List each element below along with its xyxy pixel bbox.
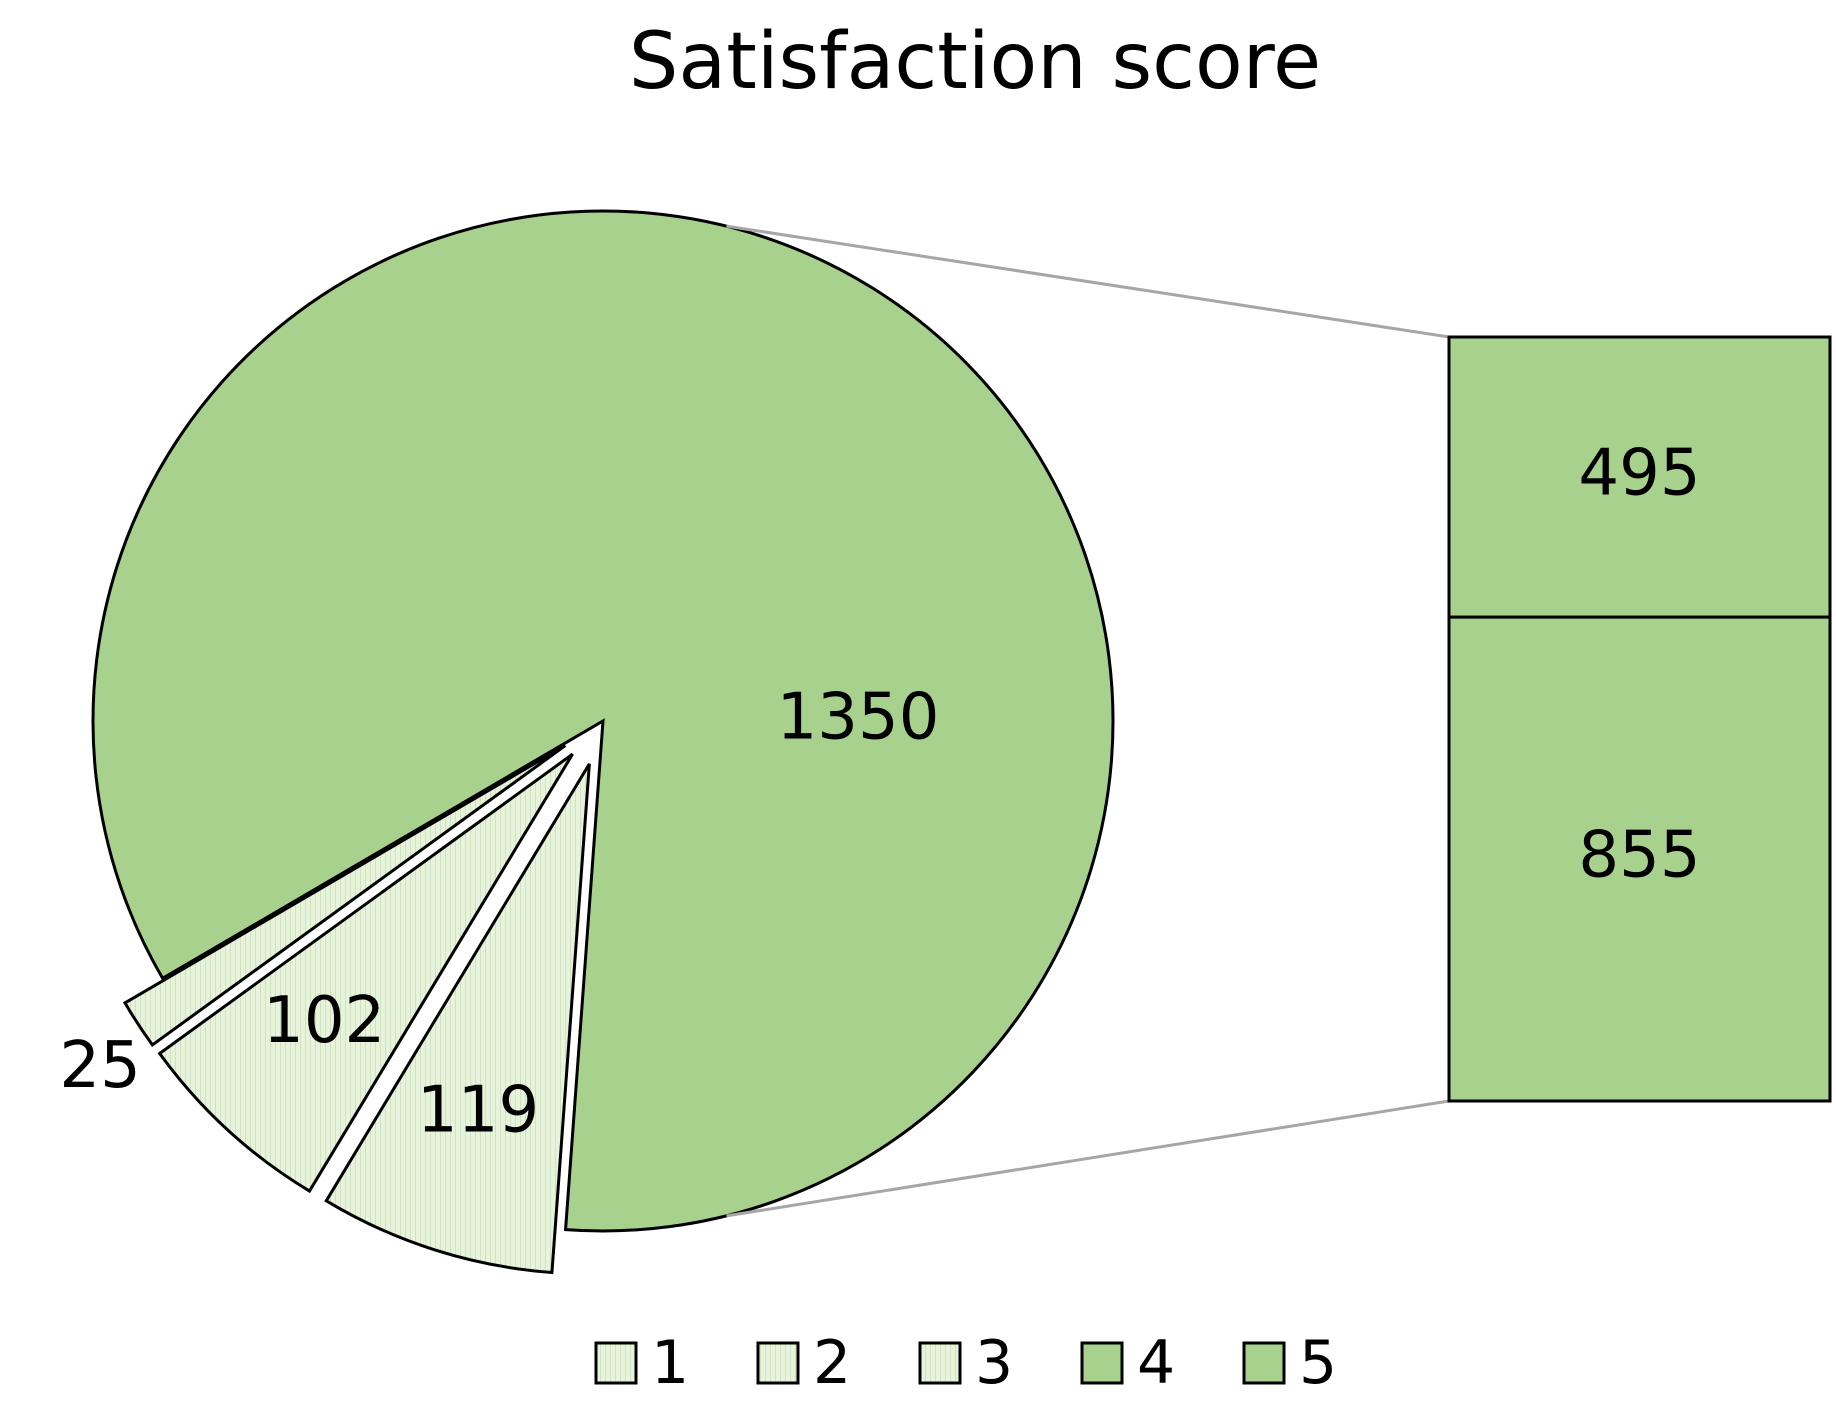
secondary-bar [1447, 335, 1832, 1103]
legend-swatch [918, 1341, 962, 1385]
legend-label: 5 [1299, 1328, 1337, 1398]
bar-segment-label: 495 [1578, 437, 1700, 511]
slice-label: 119 [417, 1073, 539, 1147]
connector-line [726, 224, 1450, 339]
slice-label: 102 [263, 984, 385, 1058]
slice-label: 1350 [777, 681, 940, 755]
bar-segment [1447, 335, 1832, 619]
bar-segment-label: 855 [1578, 819, 1700, 893]
bar-segment [1447, 615, 1832, 1103]
legend-swatch [1080, 1341, 1124, 1385]
pie-slice [91, 209, 1115, 1233]
slice-label: 25 [59, 1029, 140, 1103]
data-labels: 25 102 119 1350 495 855 [59, 437, 1700, 1148]
pie-slice [122, 744, 567, 1048]
legend-label: 4 [1137, 1328, 1175, 1398]
legend-label: 3 [975, 1328, 1013, 1398]
legend-label: 1 [651, 1328, 689, 1398]
legend: 1 2 3 4 5 [594, 1328, 1337, 1398]
pie [91, 209, 1115, 1275]
legend-swatch [756, 1341, 800, 1385]
pie-slice [157, 752, 574, 1194]
legend-swatch [594, 1341, 638, 1385]
legend-label: 2 [813, 1328, 851, 1398]
pie-slice [324, 763, 591, 1275]
chart-title: Satisfaction score [629, 17, 1321, 107]
legend-swatch [1242, 1341, 1286, 1385]
connectors [726, 224, 1450, 1218]
connector-line [726, 1099, 1450, 1218]
